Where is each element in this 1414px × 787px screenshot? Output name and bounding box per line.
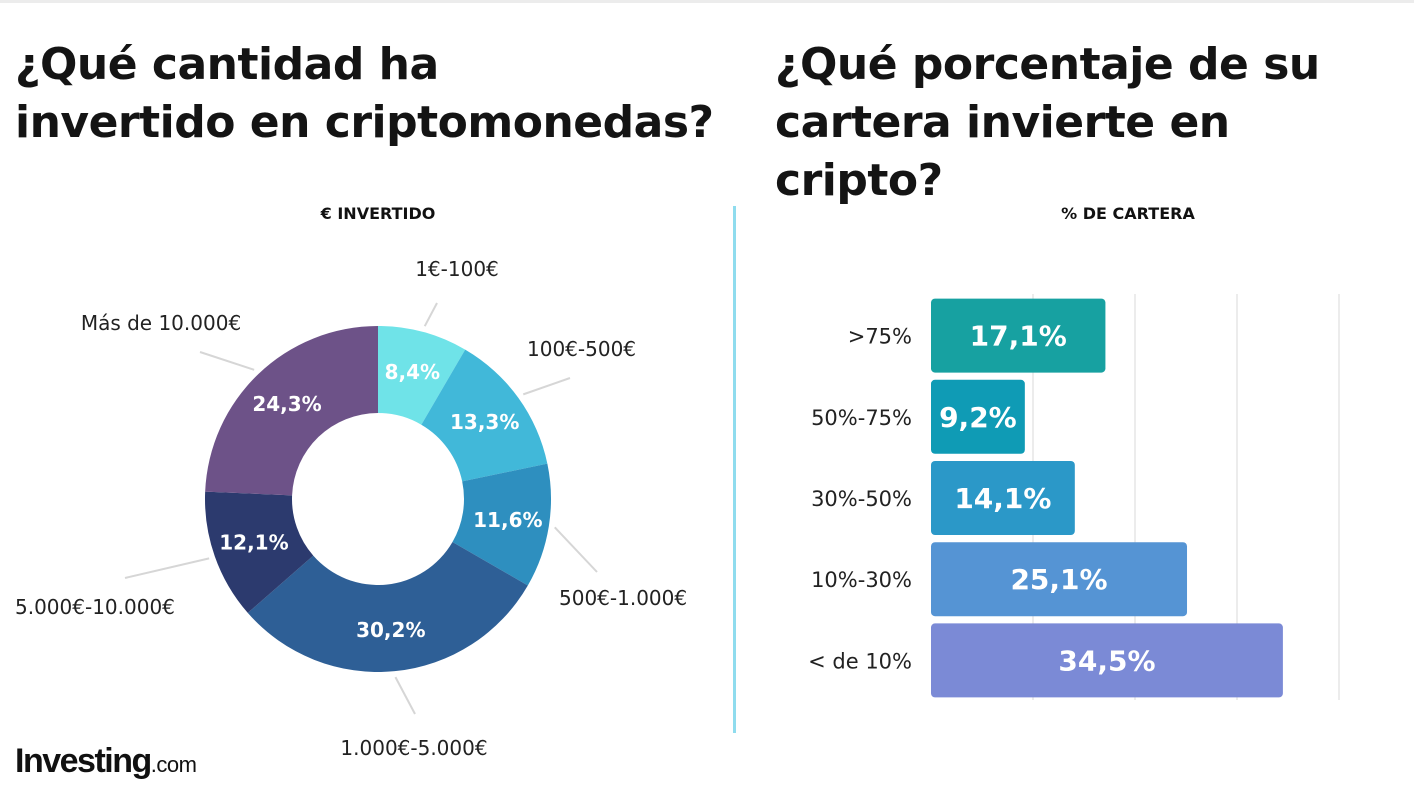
panel-divider [733, 206, 736, 733]
bar-value-75: 17,1% [970, 320, 1067, 353]
donut-value-1-000-5-000: 30,2% [356, 618, 425, 642]
donut-label-1-000-5-000: 1.000€-5.000€ [340, 736, 487, 760]
leader-line-5-000-10-000 [124, 557, 210, 579]
bar-value-30-50: 14,1% [954, 482, 1051, 515]
donut-label-100-500: 100€-500€ [527, 337, 636, 361]
donut-slice-500-1-000 [452, 463, 552, 586]
left-title-line2: invertido en criptomonedas? [15, 97, 714, 148]
bar-50-75 [931, 379, 1025, 454]
bar-value-50-75: 9,2% [939, 401, 1017, 434]
donut-slice-m-s-de-10-000 [205, 326, 378, 496]
bar-75 [931, 298, 1106, 373]
investing-logo: Investing.com [15, 742, 197, 781]
leader-line-1-000-5-000 [394, 676, 416, 715]
logo-wordmark: Investing [15, 742, 152, 780]
donut-label-m-s-de-10-000: Más de 10.000€ [81, 311, 241, 335]
donut-slice-1-000-5-000 [247, 542, 528, 672]
bar-category-10-30: 10%-30% [811, 568, 912, 592]
right-chart-title: ¿Qué porcentaje de su cartera invierte e… [775, 36, 1405, 210]
donut-slice-1-100 [378, 326, 466, 425]
leader-line-500-1-000 [554, 526, 598, 573]
donut-slice-5-000-10-000 [205, 491, 314, 613]
top-border [0, 0, 1414, 3]
bar-de-10 [931, 623, 1283, 698]
donut-value-5-000-10-000: 12,1% [219, 531, 288, 555]
donut-label-1-100: 1€-100€ [415, 257, 499, 281]
right-title-line2: cartera invierte en cripto? [775, 97, 1230, 206]
right-title-line1: ¿Qué porcentaje de su [775, 39, 1320, 90]
logo-domain: .com [150, 752, 197, 777]
bar-10-30 [931, 542, 1188, 617]
donut-value-1-100: 8,4% [385, 360, 440, 384]
bar-category-75: >75% [848, 325, 912, 349]
donut-label-5-000-10-000: 5.000€-10.000€ [15, 595, 175, 619]
donut-subtitle: € INVERTIDO [320, 204, 436, 223]
donut-slice-100-500 [421, 349, 548, 482]
bar-category-de-10: < de 10% [808, 649, 912, 673]
donut-value-500-1-000: 11,6% [473, 508, 542, 532]
donut-value-m-s-de-10-000: 24,3% [252, 392, 321, 416]
bar-category-50-75: 50%-75% [811, 406, 912, 430]
left-chart-title: ¿Qué cantidad ha invertido en criptomone… [15, 36, 715, 152]
bar-subtitle: % DE CARTERA [1061, 204, 1195, 223]
leader-line-1-100 [423, 302, 438, 327]
bar-category-30-50: 30%-50% [811, 487, 912, 511]
donut-label-500-1-000: 500€-1.000€ [559, 586, 687, 610]
left-title-line1: ¿Qué cantidad ha [15, 39, 439, 90]
leader-line-m-s-de-10-000 [199, 351, 255, 371]
bar-value-de-10: 34,5% [1058, 644, 1155, 677]
bar-30-50 [931, 461, 1075, 535]
bar-value-10-30: 25,1% [1010, 563, 1107, 596]
leader-line-100-500 [522, 377, 571, 396]
donut-value-100-500: 13,3% [450, 410, 519, 434]
